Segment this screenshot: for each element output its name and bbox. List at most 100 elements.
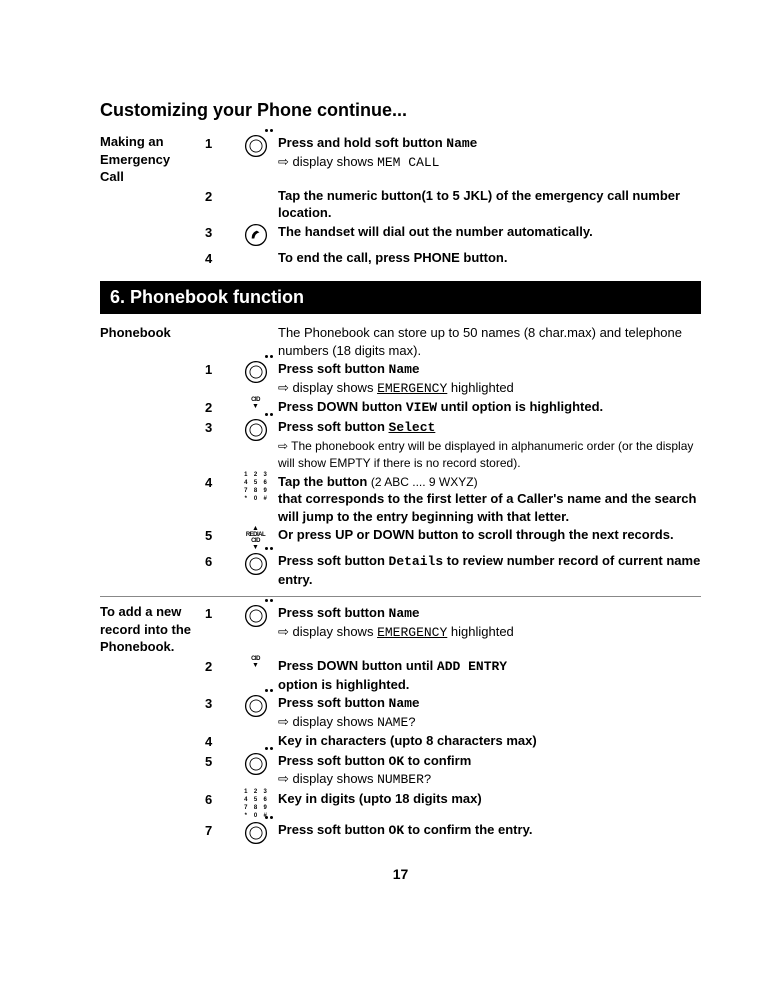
step-number: 5 — [205, 525, 233, 551]
k: 0 — [251, 813, 260, 820]
k: 7 — [242, 805, 251, 812]
soft-button-icon — [233, 751, 278, 789]
t: display shows EMERGENCY highlighted — [278, 624, 514, 639]
phonebook-block: Phonebook The Phonebook can store up to … — [100, 324, 701, 588]
t: Name — [389, 606, 420, 621]
soft-button-icon — [233, 417, 278, 472]
step-text: Press soft button OK to confirm display … — [278, 751, 701, 789]
k: 8 — [251, 488, 260, 495]
k: 0 — [251, 496, 260, 503]
divider — [100, 596, 701, 597]
step-number: 3 — [205, 417, 233, 472]
t: To add a new — [100, 604, 181, 619]
step-text: Key in characters (upto 8 characters max… — [278, 731, 701, 751]
step-number: 2 — [205, 397, 233, 417]
t: Press soft button — [278, 605, 389, 620]
t: OK — [389, 754, 405, 769]
soft-button-icon — [233, 359, 278, 397]
t: Press DOWN button — [278, 399, 406, 414]
k: 2 — [251, 472, 260, 479]
page-title: Customizing your Phone continue... — [100, 100, 701, 121]
k: 1 — [242, 789, 251, 796]
t: VIEW — [406, 400, 437, 415]
t: to confirm the entry. — [404, 822, 532, 837]
step-number: 1 — [205, 359, 233, 397]
step-text: Press soft button Select The phonebook e… — [278, 417, 701, 472]
soft-button-icon — [233, 693, 278, 731]
keypad-icon: 123 456 789 *0# — [233, 472, 278, 526]
t: Press soft button — [278, 361, 389, 376]
add-record-block: To add a new record into the Phonebook. … — [100, 603, 701, 845]
soft-button-icon — [233, 133, 278, 186]
step-text: Press and hold soft button Name display … — [278, 133, 701, 186]
t: (2 ABC .... 9 WXYZ) — [371, 475, 478, 489]
step-number: 7 — [205, 820, 233, 846]
k: 9 — [261, 805, 270, 812]
k: 7 — [242, 488, 251, 495]
t: display shows — [293, 714, 378, 729]
t: MEM CALL — [377, 155, 439, 170]
step-number: 6 — [205, 551, 233, 588]
step-number: 2 — [205, 186, 233, 222]
k: 8 — [251, 805, 260, 812]
t: Key in digits (upto 18 digits max) — [278, 791, 482, 806]
label-text: Call — [100, 169, 124, 184]
label-text: Making an — [100, 134, 164, 149]
page-number: 17 — [100, 866, 701, 882]
t: The handset will dial out the number aut… — [278, 224, 593, 239]
k: * — [242, 813, 251, 820]
t: until option is highlighted. — [437, 399, 603, 414]
t: display shows — [293, 154, 378, 169]
step-text: Tap the button (2 ABC .... 9 WXYZ) that … — [278, 472, 701, 526]
step-number: 3 — [205, 222, 233, 248]
step-number: 6 — [205, 789, 233, 820]
k: 4 — [242, 797, 251, 804]
phonebook-label: Phonebook — [100, 324, 205, 359]
t: display shows MEM CALL — [278, 154, 439, 169]
step-number: 1 — [205, 603, 233, 656]
t: record into the — [100, 622, 191, 637]
t: that corresponds to the first letter of … — [278, 491, 696, 524]
phonebook-intro: The Phonebook can store up to 50 names (… — [278, 324, 701, 359]
step-number: 1 — [205, 133, 233, 186]
step-text: Press soft button Details to review numb… — [278, 551, 701, 588]
t: highlighted — [447, 624, 514, 639]
emergency-label: Making an Emergency Call — [100, 133, 205, 186]
t: Press soft button — [278, 419, 389, 434]
step-text: Press soft button Name display shows NAM… — [278, 693, 701, 731]
t: Name — [389, 362, 420, 377]
step-text: Press soft button Name display shows EME… — [278, 603, 701, 656]
soft-button-icon — [233, 551, 278, 588]
step-text: Press soft button Name display shows EME… — [278, 359, 701, 397]
t: Tap the button — [278, 474, 371, 489]
t: Press soft button — [278, 822, 389, 837]
t: Press soft button — [278, 695, 389, 710]
t: OK — [389, 823, 405, 838]
t: display shows — [293, 624, 378, 639]
t: EMERGENCY — [377, 381, 447, 396]
emergency-block: Making an Emergency Call 1 Press and hol… — [100, 133, 701, 267]
t: Phonebook — [100, 639, 171, 654]
t: to confirm — [404, 753, 471, 768]
k: 5 — [251, 797, 260, 804]
t: Or press UP or DOWN button to scroll thr… — [278, 527, 674, 542]
k: 2 — [251, 789, 260, 796]
t: display shows — [293, 771, 378, 786]
t: NUMBER? — [377, 772, 432, 787]
t: highlighted — [447, 380, 514, 395]
soft-button-icon — [233, 603, 278, 656]
k: 6 — [261, 480, 270, 487]
t: display shows NUMBER? — [278, 771, 432, 786]
t: Press soft button — [278, 753, 389, 768]
t: Select — [389, 420, 436, 435]
k: 4 — [242, 480, 251, 487]
step-text: Press DOWN button VIEW until option is h… — [278, 397, 701, 417]
k: * — [242, 496, 251, 503]
section-banner: 6. Phonebook function — [100, 281, 701, 314]
k: # — [261, 496, 270, 503]
t: The phonebook entry will be displayed in… — [278, 439, 693, 471]
t: display shows NAME? — [278, 714, 416, 729]
t: ADD ENTRY — [437, 659, 507, 674]
t: Name — [446, 136, 477, 151]
t: Name — [389, 696, 420, 711]
